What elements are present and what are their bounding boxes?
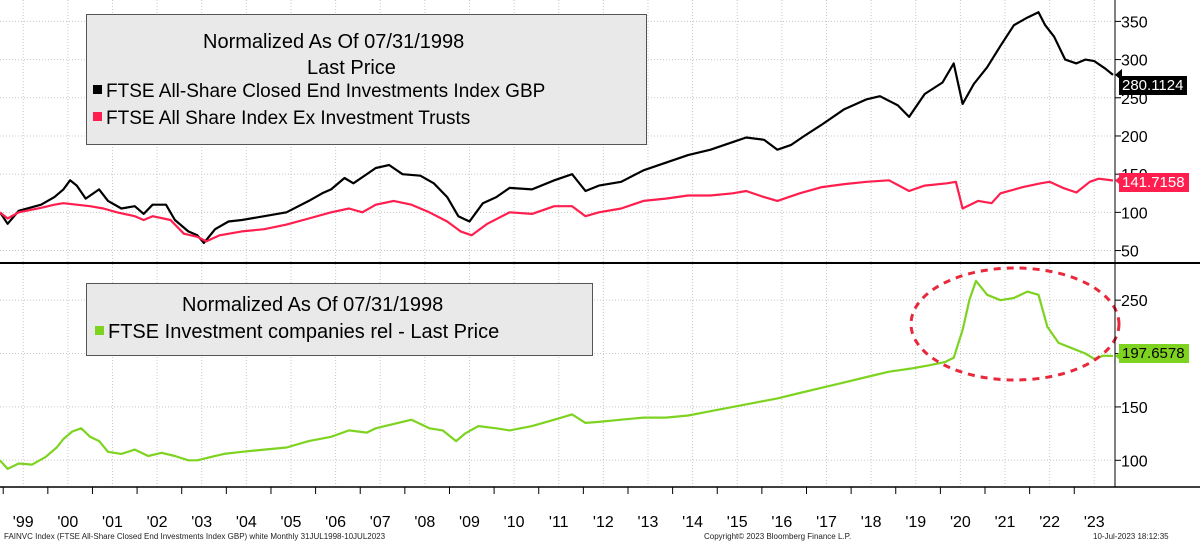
- green-swatch-icon: [95, 326, 104, 336]
- x-tick-label: '02: [147, 514, 168, 531]
- x-tick-label: '12: [593, 514, 614, 531]
- x-tick-label: '01: [102, 514, 123, 531]
- top-legend-series2: FTSE All Share Index Ex Investment Trust…: [106, 108, 471, 129]
- y-tick-label: 50: [1121, 244, 1139, 261]
- x-tick-label: '03: [191, 514, 212, 531]
- x-tick-label: '21: [995, 514, 1016, 531]
- x-tick-label: '19: [905, 514, 926, 531]
- top-legend-entry2: FTSE All Share Index Ex Investment Trust…: [93, 108, 470, 130]
- x-tick-label: '11: [549, 514, 569, 531]
- bottom-legend-entry1: FTSE Investment companies rel - Last Pri…: [95, 321, 499, 344]
- last-value-relative: 197.6578: [1122, 345, 1185, 362]
- x-tick-label: '20: [950, 514, 971, 531]
- y-tick-label: 150: [1121, 400, 1148, 417]
- series-line-relative: [0, 279, 1114, 470]
- annotation-ellipse: [909, 266, 1121, 382]
- x-tick-label: '14: [682, 514, 703, 531]
- x-tick-label: '08: [414, 514, 435, 531]
- footer-center: Copyright© 2023 Bloomberg Finance L.P.: [704, 532, 852, 541]
- y-tick-label: 350: [1121, 14, 1148, 31]
- last-value-ex-trusts: 141.7158: [1122, 174, 1185, 191]
- top-legend-series1: FTSE All-Share Closed End Investments In…: [106, 81, 546, 102]
- top-legend-title2: Last Price: [307, 57, 396, 79]
- y-tick-label: 250: [1121, 293, 1148, 310]
- footer-right: 10-Jul-2023 18:12:35: [1093, 532, 1169, 541]
- bottom-legend: Normalized As Of 07/31/1998 FTSE Investm…: [86, 283, 593, 356]
- top-legend-title1: Normalized As Of 07/31/1998: [203, 31, 465, 53]
- x-tick-label: '15: [727, 514, 748, 531]
- axis-layer: '99 '00 '01 '02 '03 '04 '05 '06 '07 '08 '09 '10 '11 '…: [0, 0, 1200, 531]
- x-tick-label: '10: [504, 514, 525, 531]
- x-tick-label: '00: [57, 514, 78, 531]
- last-value-tag-closed-end: 280.1124: [1119, 76, 1188, 95]
- y-tick-label: 300: [1121, 53, 1148, 70]
- last-value-tag-ex-trusts: 141.7158: [1119, 173, 1189, 192]
- x-tick-label: '09: [459, 514, 480, 531]
- y-tick-label: 100: [1121, 453, 1148, 470]
- series-line-ex-trusts: [0, 177, 1114, 243]
- bottom-legend-title1: Normalized As Of 07/31/1998: [182, 294, 444, 316]
- x-tick-label: '17: [816, 514, 837, 531]
- black-swatch-icon: [93, 85, 102, 95]
- y-tick-label: 100: [1121, 205, 1148, 222]
- x-tick-label: '18: [861, 514, 882, 531]
- last-value-closed-end: 280.1124: [1122, 77, 1184, 94]
- top-legend: Normalized As Of 07/31/1998 Last Price F…: [86, 14, 647, 145]
- x-tick-label: '13: [638, 514, 659, 531]
- x-tick-label: '22: [1039, 514, 1060, 531]
- top-legend-entry1: FTSE All-Share Closed End Investments In…: [93, 81, 545, 103]
- line-layer: [0, 11, 1121, 470]
- x-tick-label: '04: [236, 514, 257, 531]
- footer-left: FAINVC Index (FTSE All-Share Closed End …: [4, 532, 386, 541]
- y-tick-label: 200: [1121, 129, 1148, 146]
- x-tick-label: '99: [13, 514, 34, 531]
- bottom-legend-series1: FTSE Investment companies rel - Last Pri…: [108, 321, 500, 343]
- y-tick-label: 250: [1121, 91, 1148, 108]
- x-tick-label: '23: [1084, 514, 1105, 531]
- x-tick-label: '07: [370, 514, 391, 531]
- red-swatch-icon: [93, 112, 102, 122]
- x-tick-label: '05: [281, 514, 302, 531]
- last-value-tag-relative: 197.6578: [1119, 344, 1189, 363]
- series-line-closed-end: [0, 11, 1114, 244]
- x-tick-label: '06: [325, 514, 346, 531]
- x-tick-label: '16: [771, 514, 792, 531]
